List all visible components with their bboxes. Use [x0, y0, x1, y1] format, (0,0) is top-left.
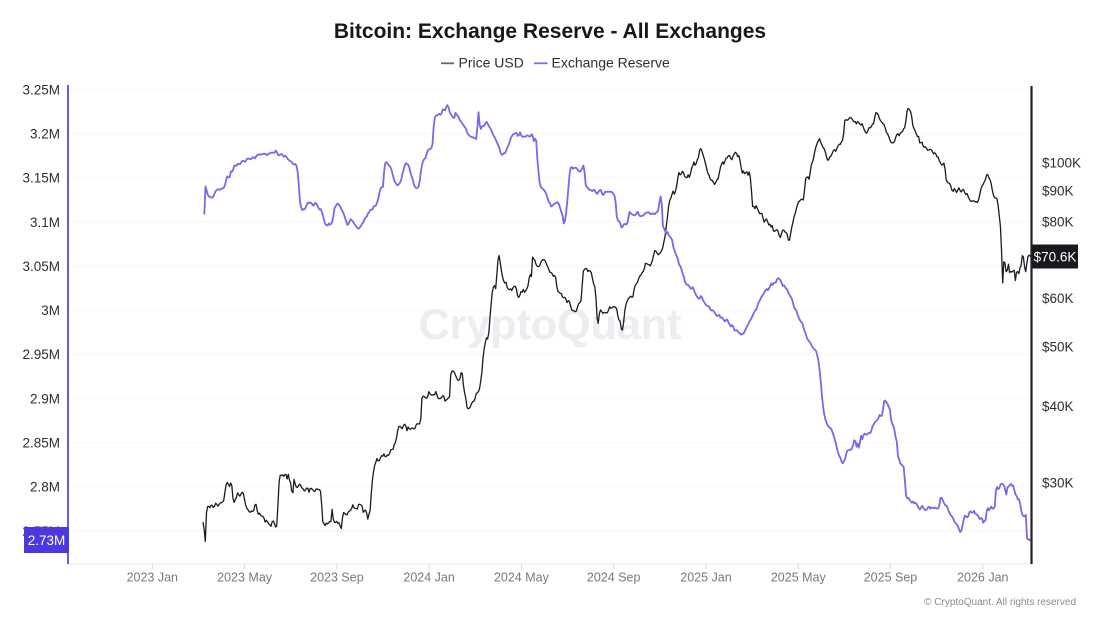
svg-text:2025 Jan: 2025 Jan — [680, 571, 731, 585]
svg-text:2025 Sep: 2025 Sep — [864, 571, 918, 585]
svg-text:3.2M: 3.2M — [30, 127, 60, 142]
svg-text:3.05M: 3.05M — [22, 259, 60, 274]
svg-text:2024 Sep: 2024 Sep — [587, 571, 641, 585]
svg-text:3M: 3M — [41, 303, 60, 318]
svg-text:2023 Jan: 2023 Jan — [127, 571, 178, 585]
svg-text:$100K: $100K — [1042, 155, 1081, 170]
svg-text:2.73M: 2.73M — [28, 533, 66, 548]
svg-text:$60K: $60K — [1042, 291, 1074, 306]
svg-text:Price USD: Price USD — [459, 54, 524, 70]
svg-text:2025 May: 2025 May — [771, 571, 827, 585]
svg-text:$50K: $50K — [1042, 340, 1074, 355]
svg-text:$70.6K: $70.6K — [1034, 249, 1077, 264]
svg-text:2024 May: 2024 May — [494, 571, 550, 585]
svg-text:CryptoQuant: CryptoQuant — [419, 301, 682, 349]
svg-text:3.25M: 3.25M — [22, 82, 60, 97]
svg-text:3.1M: 3.1M — [30, 215, 60, 230]
svg-text:2026 Jan: 2026 Jan — [957, 571, 1008, 585]
svg-text:2.9M: 2.9M — [30, 391, 60, 406]
svg-text:Bitcoin: Exchange Reserve - Al: Bitcoin: Exchange Reserve - All Exchange… — [334, 20, 766, 43]
svg-text:2023 Sep: 2023 Sep — [310, 571, 364, 585]
svg-text:$40K: $40K — [1042, 399, 1074, 414]
svg-text:© CryptoQuant. All rights rese: © CryptoQuant. All rights reserved — [924, 597, 1076, 608]
svg-text:$30K: $30K — [1042, 475, 1074, 490]
svg-text:Exchange Reserve: Exchange Reserve — [552, 54, 671, 70]
svg-text:$90K: $90K — [1042, 183, 1074, 198]
svg-text:2023 May: 2023 May — [217, 571, 273, 585]
svg-text:2024 Jan: 2024 Jan — [403, 571, 454, 585]
svg-text:2.8M: 2.8M — [30, 480, 60, 495]
svg-text:2.85M: 2.85M — [22, 436, 60, 451]
svg-text:2.95M: 2.95M — [22, 347, 60, 362]
svg-text:$80K: $80K — [1042, 215, 1074, 230]
svg-text:3.15M: 3.15M — [22, 171, 60, 186]
